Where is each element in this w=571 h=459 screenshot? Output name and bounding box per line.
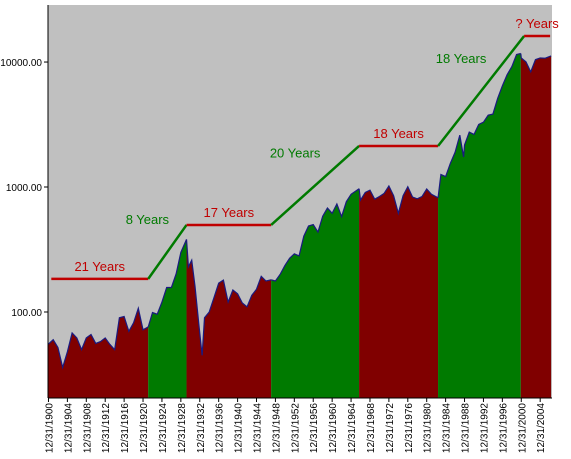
x-tick-label: 12/31/1940: [234, 403, 245, 453]
x-tick-label: 12/31/1912: [101, 403, 112, 453]
y-tick-label: 1000.00: [6, 183, 43, 194]
trend-label: 17 Years: [204, 205, 255, 220]
trend-line: [437, 35, 526, 147]
area-outline: [147, 239, 188, 328]
x-tick-label: 12/31/1948: [271, 403, 282, 453]
x-tick-label: 12/31/1980: [423, 403, 434, 453]
area-outline: [358, 184, 439, 216]
trend-line: [147, 224, 188, 280]
area-outline: [185, 239, 272, 356]
trend-label: 18 Years: [436, 51, 487, 66]
x-tick-label: 12/31/1996: [498, 403, 509, 453]
trend-label: ? Years: [515, 16, 559, 31]
x-tick-label: 12/31/1984: [442, 403, 453, 453]
x-tick-label: 12/31/2000: [517, 403, 528, 453]
x-tick-label: 12/31/1936: [215, 403, 226, 453]
trend-label: 8 Years: [126, 212, 170, 227]
area-outline: [47, 306, 149, 370]
area-segment: [148, 239, 187, 398]
x-tick-label: 12/31/1956: [309, 403, 320, 453]
x-tick-label: 12/31/1976: [404, 403, 415, 453]
area-outline: [270, 188, 360, 282]
x-tick-label: 12/31/1920: [139, 403, 150, 453]
area-segment: [48, 308, 149, 398]
x-tick-label: 12/31/1908: [82, 403, 93, 453]
x-tick-label: 12/31/1916: [120, 403, 131, 453]
x-tick-label: 12/31/1952: [290, 403, 301, 453]
x-tick-label: 12/31/1968: [366, 403, 377, 453]
x-tick-label: 12/31/1924: [158, 403, 169, 453]
trend-label: 18 Years: [373, 126, 424, 141]
area-segment: [186, 239, 272, 398]
x-tick-label: 12/31/1900: [44, 403, 55, 453]
x-tick-label: 12/31/1992: [479, 403, 490, 453]
x-tick-label: 12/31/1944: [253, 403, 264, 453]
trend-line: [270, 145, 360, 226]
area-outline: [437, 52, 521, 198]
x-tick-label: 12/31/1932: [196, 403, 207, 453]
trend-label: 20 Years: [270, 145, 321, 160]
y-tick-label: 10000.00: [0, 58, 42, 69]
x-tick-label: 12/31/1988: [461, 403, 472, 453]
area-segment: [359, 185, 439, 398]
area-segment: [520, 53, 552, 399]
x-tick-label: 12/31/1960: [328, 403, 339, 453]
area-outline: [520, 53, 552, 74]
x-tick-label: 12/31/2004: [536, 403, 547, 453]
x-tick-label: 12/31/1972: [385, 403, 396, 453]
x-tick-label: 12/31/1928: [177, 403, 188, 453]
y-tick-label: 100.00: [11, 308, 42, 319]
trend-label: 21 Years: [74, 259, 125, 274]
x-tick-label: 12/31/1904: [63, 403, 74, 453]
x-tick-label: 12/31/1964: [347, 403, 358, 453]
area-segment: [271, 188, 360, 398]
